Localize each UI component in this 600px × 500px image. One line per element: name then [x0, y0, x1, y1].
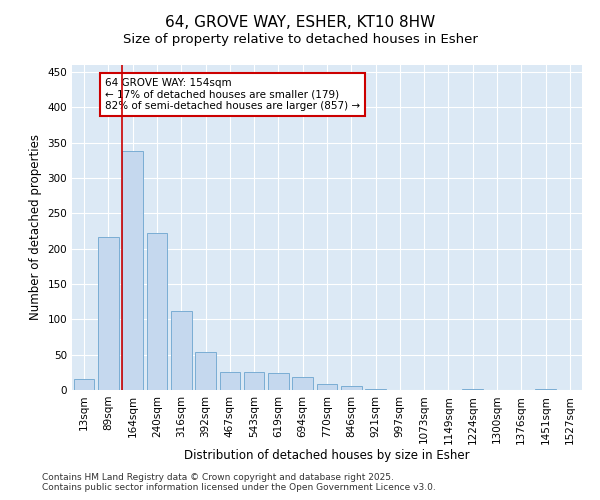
- Bar: [268, 373, 289, 390]
- X-axis label: Distribution of detached houses by size in Esher: Distribution of detached houses by size …: [184, 449, 470, 462]
- Bar: [292, 378, 313, 390]
- Text: Contains HM Land Registry data © Crown copyright and database right 2025.
Contai: Contains HM Land Registry data © Crown c…: [42, 473, 436, 492]
- Bar: [317, 384, 337, 390]
- Y-axis label: Number of detached properties: Number of detached properties: [29, 134, 42, 320]
- Bar: [146, 233, 167, 390]
- Bar: [220, 372, 240, 390]
- Bar: [171, 311, 191, 390]
- Text: Size of property relative to detached houses in Esher: Size of property relative to detached ho…: [122, 32, 478, 46]
- Text: 64, GROVE WAY, ESHER, KT10 8HW: 64, GROVE WAY, ESHER, KT10 8HW: [165, 15, 435, 30]
- Bar: [98, 236, 119, 390]
- Bar: [122, 151, 143, 390]
- Text: 64 GROVE WAY: 154sqm
← 17% of detached houses are smaller (179)
82% of semi-deta: 64 GROVE WAY: 154sqm ← 17% of detached h…: [105, 78, 360, 111]
- Bar: [74, 380, 94, 390]
- Bar: [195, 352, 216, 390]
- Bar: [341, 386, 362, 390]
- Bar: [244, 372, 265, 390]
